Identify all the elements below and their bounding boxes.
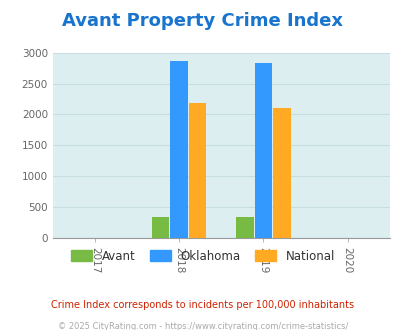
Text: Crime Index corresponds to incidents per 100,000 inhabitants: Crime Index corresponds to incidents per… [51,300,354,310]
Text: © 2025 CityRating.com - https://www.cityrating.com/crime-statistics/: © 2025 CityRating.com - https://www.city… [58,322,347,330]
Bar [235,217,253,238]
Bar [254,63,271,238]
Bar [151,217,169,238]
Bar [170,61,188,238]
Text: Avant Property Crime Index: Avant Property Crime Index [62,12,343,30]
Bar [188,103,206,238]
Bar [273,108,290,238]
Legend: Avant, Oklahoma, National: Avant, Oklahoma, National [68,246,337,266]
